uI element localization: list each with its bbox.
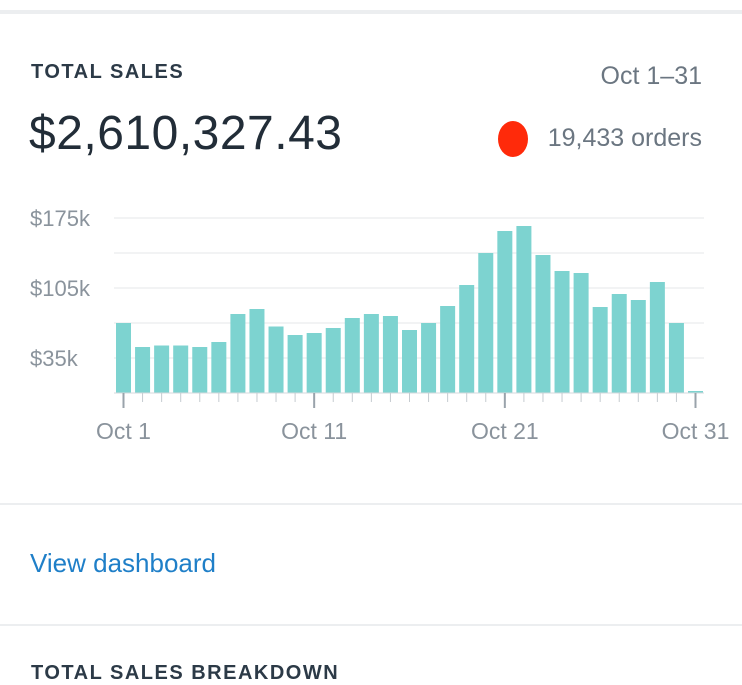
- sales-bar: [668, 323, 684, 393]
- x-tick-label: Oct 11: [281, 418, 347, 444]
- sales-bar: [554, 271, 570, 393]
- sales-bar: [344, 318, 360, 393]
- y-tick-label: $175k: [30, 206, 91, 231]
- sales-bar: [535, 255, 551, 393]
- sales-bar: [459, 285, 475, 393]
- x-tick-label: Oct 21: [471, 418, 539, 444]
- date-range: Oct 1–31: [600, 62, 702, 90]
- sales-bar: [516, 226, 532, 393]
- sales-bar: [306, 333, 322, 393]
- sales-bar: [192, 347, 208, 393]
- sales-bar: [688, 391, 703, 393]
- breakdown-heading: TOTAL SALES BREAKDOWN: [31, 662, 340, 684]
- sales-bar: [116, 323, 131, 393]
- y-tick-label: $35k: [30, 346, 79, 371]
- sales-bar: [497, 231, 513, 393]
- sales-bar: [611, 294, 627, 393]
- sales-bar: [268, 326, 284, 393]
- sales-bar: [478, 253, 494, 393]
- sales-bar: [135, 347, 151, 393]
- sales-bar: [230, 314, 246, 393]
- sales-bar: [173, 345, 189, 393]
- total-sales-amount: $2,610,327.43: [29, 107, 343, 160]
- card-title: TOTAL SALES: [31, 61, 185, 83]
- sales-bar: [325, 328, 341, 393]
- sales-bar-chart: $35k $105k $175k Oct 1 Oct 11 Oct 21 Oct 31: [30, 206, 730, 444]
- top-divider: [0, 10, 742, 14]
- sales-bar: [211, 342, 227, 393]
- red-marker: [498, 121, 528, 157]
- sales-bar: [421, 323, 437, 393]
- section-divider: [0, 503, 742, 505]
- sales-bar: [382, 316, 398, 393]
- sales-bar: [287, 335, 303, 393]
- sales-bar: [402, 330, 417, 393]
- view-dashboard-link[interactable]: View dashboard: [30, 548, 216, 578]
- orders-count: 19,433 orders: [547, 124, 702, 152]
- x-tick-label: Oct 1: [96, 418, 151, 444]
- sales-bar: [249, 309, 265, 393]
- y-tick-label: $105k: [30, 276, 91, 301]
- sales-bar: [440, 306, 456, 393]
- sales-bar: [363, 314, 379, 393]
- x-tick-label: Oct 31: [662, 418, 730, 444]
- section-divider-bottom: [0, 624, 742, 626]
- sales-bar: [649, 282, 665, 393]
- sales-bar: [630, 300, 646, 393]
- sales-bar: [154, 345, 170, 393]
- sales-bar: [592, 307, 608, 393]
- sales-bar: [573, 273, 589, 393]
